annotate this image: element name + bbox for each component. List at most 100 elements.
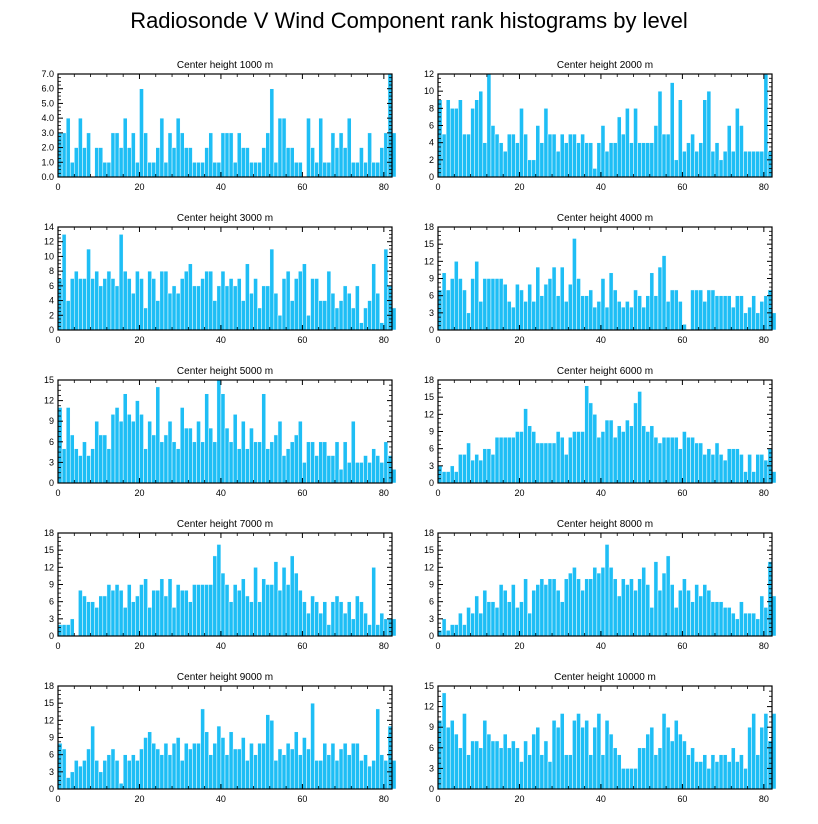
bar: [458, 454, 463, 484]
bar: [763, 607, 769, 637]
bar: [57, 407, 63, 484]
x-tick-label: 60: [677, 641, 687, 651]
bar: [298, 754, 303, 790]
bar: [298, 162, 303, 178]
bar: [220, 393, 226, 484]
y-tick-label: 9: [429, 274, 434, 284]
y-tick-label: 12: [424, 409, 434, 419]
bar: [391, 132, 397, 178]
bar: [678, 448, 683, 484]
bar: [114, 285, 120, 331]
bar: [204, 147, 209, 178]
bar: [592, 168, 598, 178]
y-tick-label: 6: [49, 597, 54, 607]
bar: [212, 742, 218, 790]
bar: [155, 147, 161, 178]
bar: [314, 278, 319, 331]
bar: [698, 289, 703, 331]
bar: [363, 754, 368, 790]
bar: [551, 266, 557, 331]
bar: [69, 618, 75, 637]
y-tick-label: 15: [44, 698, 54, 708]
bar: [625, 584, 630, 637]
bar: [102, 278, 108, 331]
bar: [188, 601, 193, 637]
bar: [106, 162, 112, 178]
bar: [539, 442, 545, 484]
bar: [281, 455, 287, 484]
bar: [486, 278, 492, 331]
x-tick-label: 60: [297, 182, 307, 192]
bar: [269, 248, 275, 331]
bar: [739, 601, 744, 637]
bar: [98, 771, 104, 790]
bar: [576, 431, 581, 484]
bar: [342, 147, 348, 178]
bar: [110, 414, 116, 484]
bar: [726, 607, 732, 637]
bar: [722, 459, 728, 484]
bar: [547, 761, 553, 790]
bar: [106, 448, 112, 484]
bar: [135, 400, 140, 484]
x-tick-label: 60: [677, 182, 687, 192]
bar: [470, 459, 475, 484]
bar: [330, 292, 336, 331]
bar: [212, 441, 218, 484]
bar: [454, 624, 459, 637]
bar: [588, 289, 594, 331]
panel-title: Center height 3000 m: [177, 213, 273, 224]
bar: [110, 278, 116, 331]
bar: [498, 142, 504, 178]
bar: [657, 589, 663, 637]
bar: [391, 618, 397, 637]
bar: [547, 442, 553, 484]
bar: [257, 601, 262, 637]
bar: [649, 726, 655, 790]
bar: [293, 434, 299, 484]
bar: [69, 771, 75, 790]
bar: [65, 777, 71, 790]
x-tick-label: 0: [435, 641, 440, 651]
bar: [302, 737, 307, 790]
bar: [653, 125, 659, 178]
bar: [179, 278, 185, 331]
bar: [702, 99, 708, 178]
bar: [322, 300, 328, 331]
bar: [261, 393, 266, 484]
bar: [298, 420, 303, 484]
bar: [747, 612, 752, 637]
bar: [82, 278, 87, 331]
bar: [555, 295, 561, 331]
bar: [665, 726, 671, 790]
bar: [69, 434, 75, 484]
bar: [449, 624, 455, 637]
x-tick-label: 20: [514, 335, 524, 345]
bar: [755, 151, 761, 178]
bar: [702, 454, 708, 484]
bar: [293, 278, 299, 331]
bar: [167, 420, 173, 484]
bar: [371, 263, 376, 331]
bar: [163, 434, 169, 484]
bar: [572, 431, 577, 484]
bar: [135, 595, 140, 637]
bar: [454, 471, 459, 484]
y-tick-label: 0: [49, 631, 54, 641]
x-tick-label: 40: [216, 794, 226, 804]
bar: [253, 441, 258, 484]
bar: [110, 748, 116, 790]
bar: [616, 754, 622, 790]
x-tick-label: 40: [596, 488, 606, 498]
bar: [106, 584, 112, 637]
bar: [334, 595, 340, 637]
bar: [375, 708, 381, 790]
y-tick-label: 3: [49, 767, 54, 777]
bar: [114, 760, 120, 790]
bar: [351, 307, 356, 331]
bar: [86, 748, 91, 790]
bar: [462, 133, 467, 178]
y-tick-label: 4: [429, 138, 434, 148]
bar: [110, 589, 116, 637]
bar: [694, 442, 699, 484]
